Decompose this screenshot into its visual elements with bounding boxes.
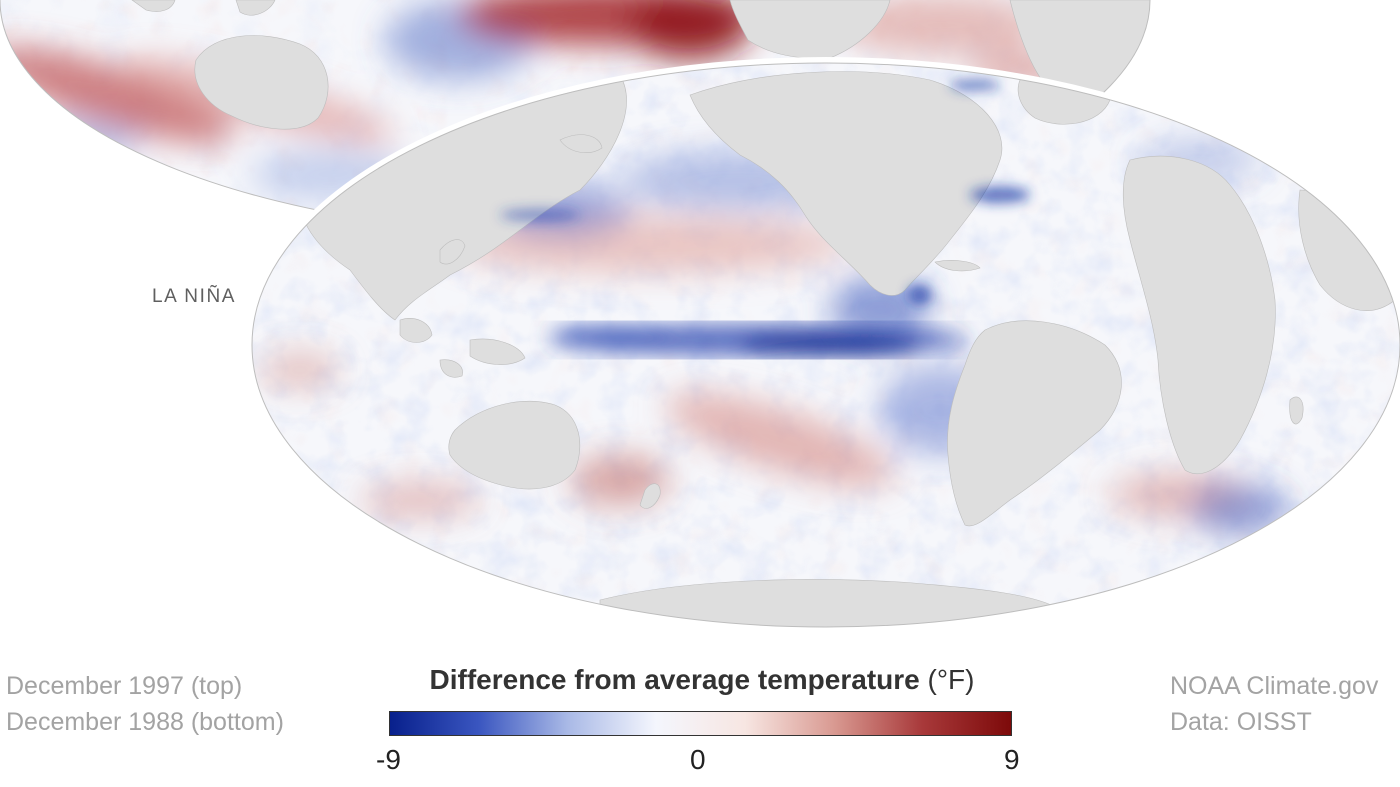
bottom-map (246, 57, 1400, 633)
legend-unit: (°F) (927, 664, 975, 695)
credits: NOAA Climate.gov Data: OISST (1170, 668, 1378, 740)
map-figure (0, 0, 1400, 633)
date-caption: December 1997 (top) December 1988 (botto… (6, 668, 284, 740)
colorbar-max-label: 9 (1004, 744, 1020, 775)
colorbar (389, 711, 1012, 736)
credit-source: NOAA Climate.gov (1170, 672, 1379, 700)
colorbar-min-label: -9 (376, 744, 401, 775)
date-top: December 1997 (top) (6, 672, 243, 700)
legend-title-text: Difference from average temperature (429, 664, 920, 695)
legend-title: Difference from average temperature (°F) (390, 664, 1014, 696)
panel-label: LA NIÑA (152, 286, 237, 307)
date-bottom: December 1988 (bottom) (6, 708, 284, 736)
colorbar-mid-label: 0 (690, 744, 706, 775)
credit-data: Data: OISST (1170, 708, 1312, 736)
